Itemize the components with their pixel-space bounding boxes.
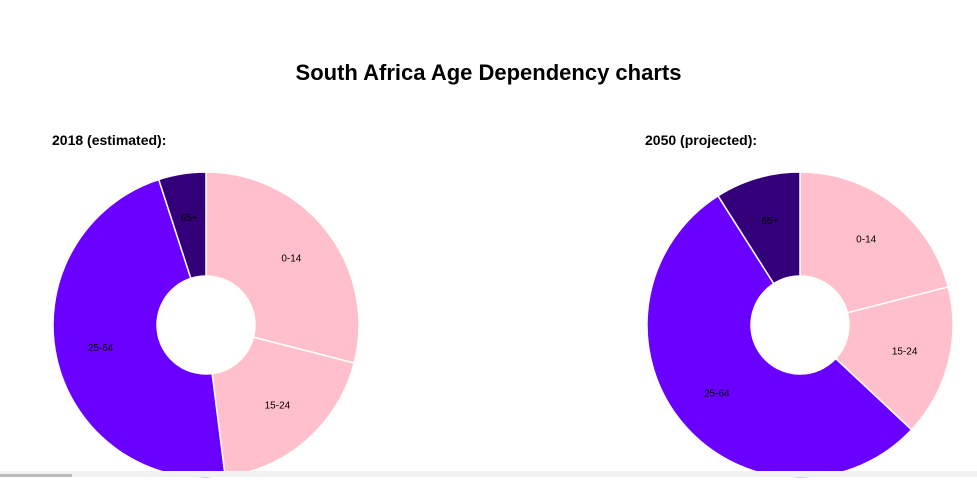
donut-slice-65plus (716, 171, 801, 285)
donut-chart-2018: 0-14 15-24 25-64 65+ (52, 171, 360, 479)
donut-chart-2050: 0-14 15-24 25-64 65+ (646, 171, 954, 479)
slice-label-25-64: 25-64 (88, 343, 114, 354)
bottom-scrollbar-track[interactable] (0, 471, 977, 477)
slice-label-0-14: 0-14 (856, 234, 876, 245)
chart-title-2018: 2018 (estimated): (52, 132, 167, 148)
donut-slice-65plus (157, 171, 207, 280)
slice-label-15-24: 15-24 (265, 401, 291, 412)
slice-label-25-64: 25-64 (704, 388, 730, 399)
page-title: South Africa Age Dependency charts (295, 60, 682, 85)
donut-slice-0-14 (205, 171, 360, 364)
chart-title-2050: 2050 (projected): (645, 132, 758, 148)
bottom-scrollbar-thumb[interactable] (0, 474, 72, 477)
donut-slice-25-64 (52, 178, 227, 479)
slice-label-65plus: 65+ (181, 213, 198, 224)
slice-label-0-14: 0-14 (281, 253, 301, 264)
donut-slice-0-14 (799, 171, 950, 314)
donut-slice-15-24 (834, 286, 954, 431)
slice-label-65plus: 65+ (761, 216, 778, 227)
slice-label-15-24: 15-24 (892, 346, 918, 357)
